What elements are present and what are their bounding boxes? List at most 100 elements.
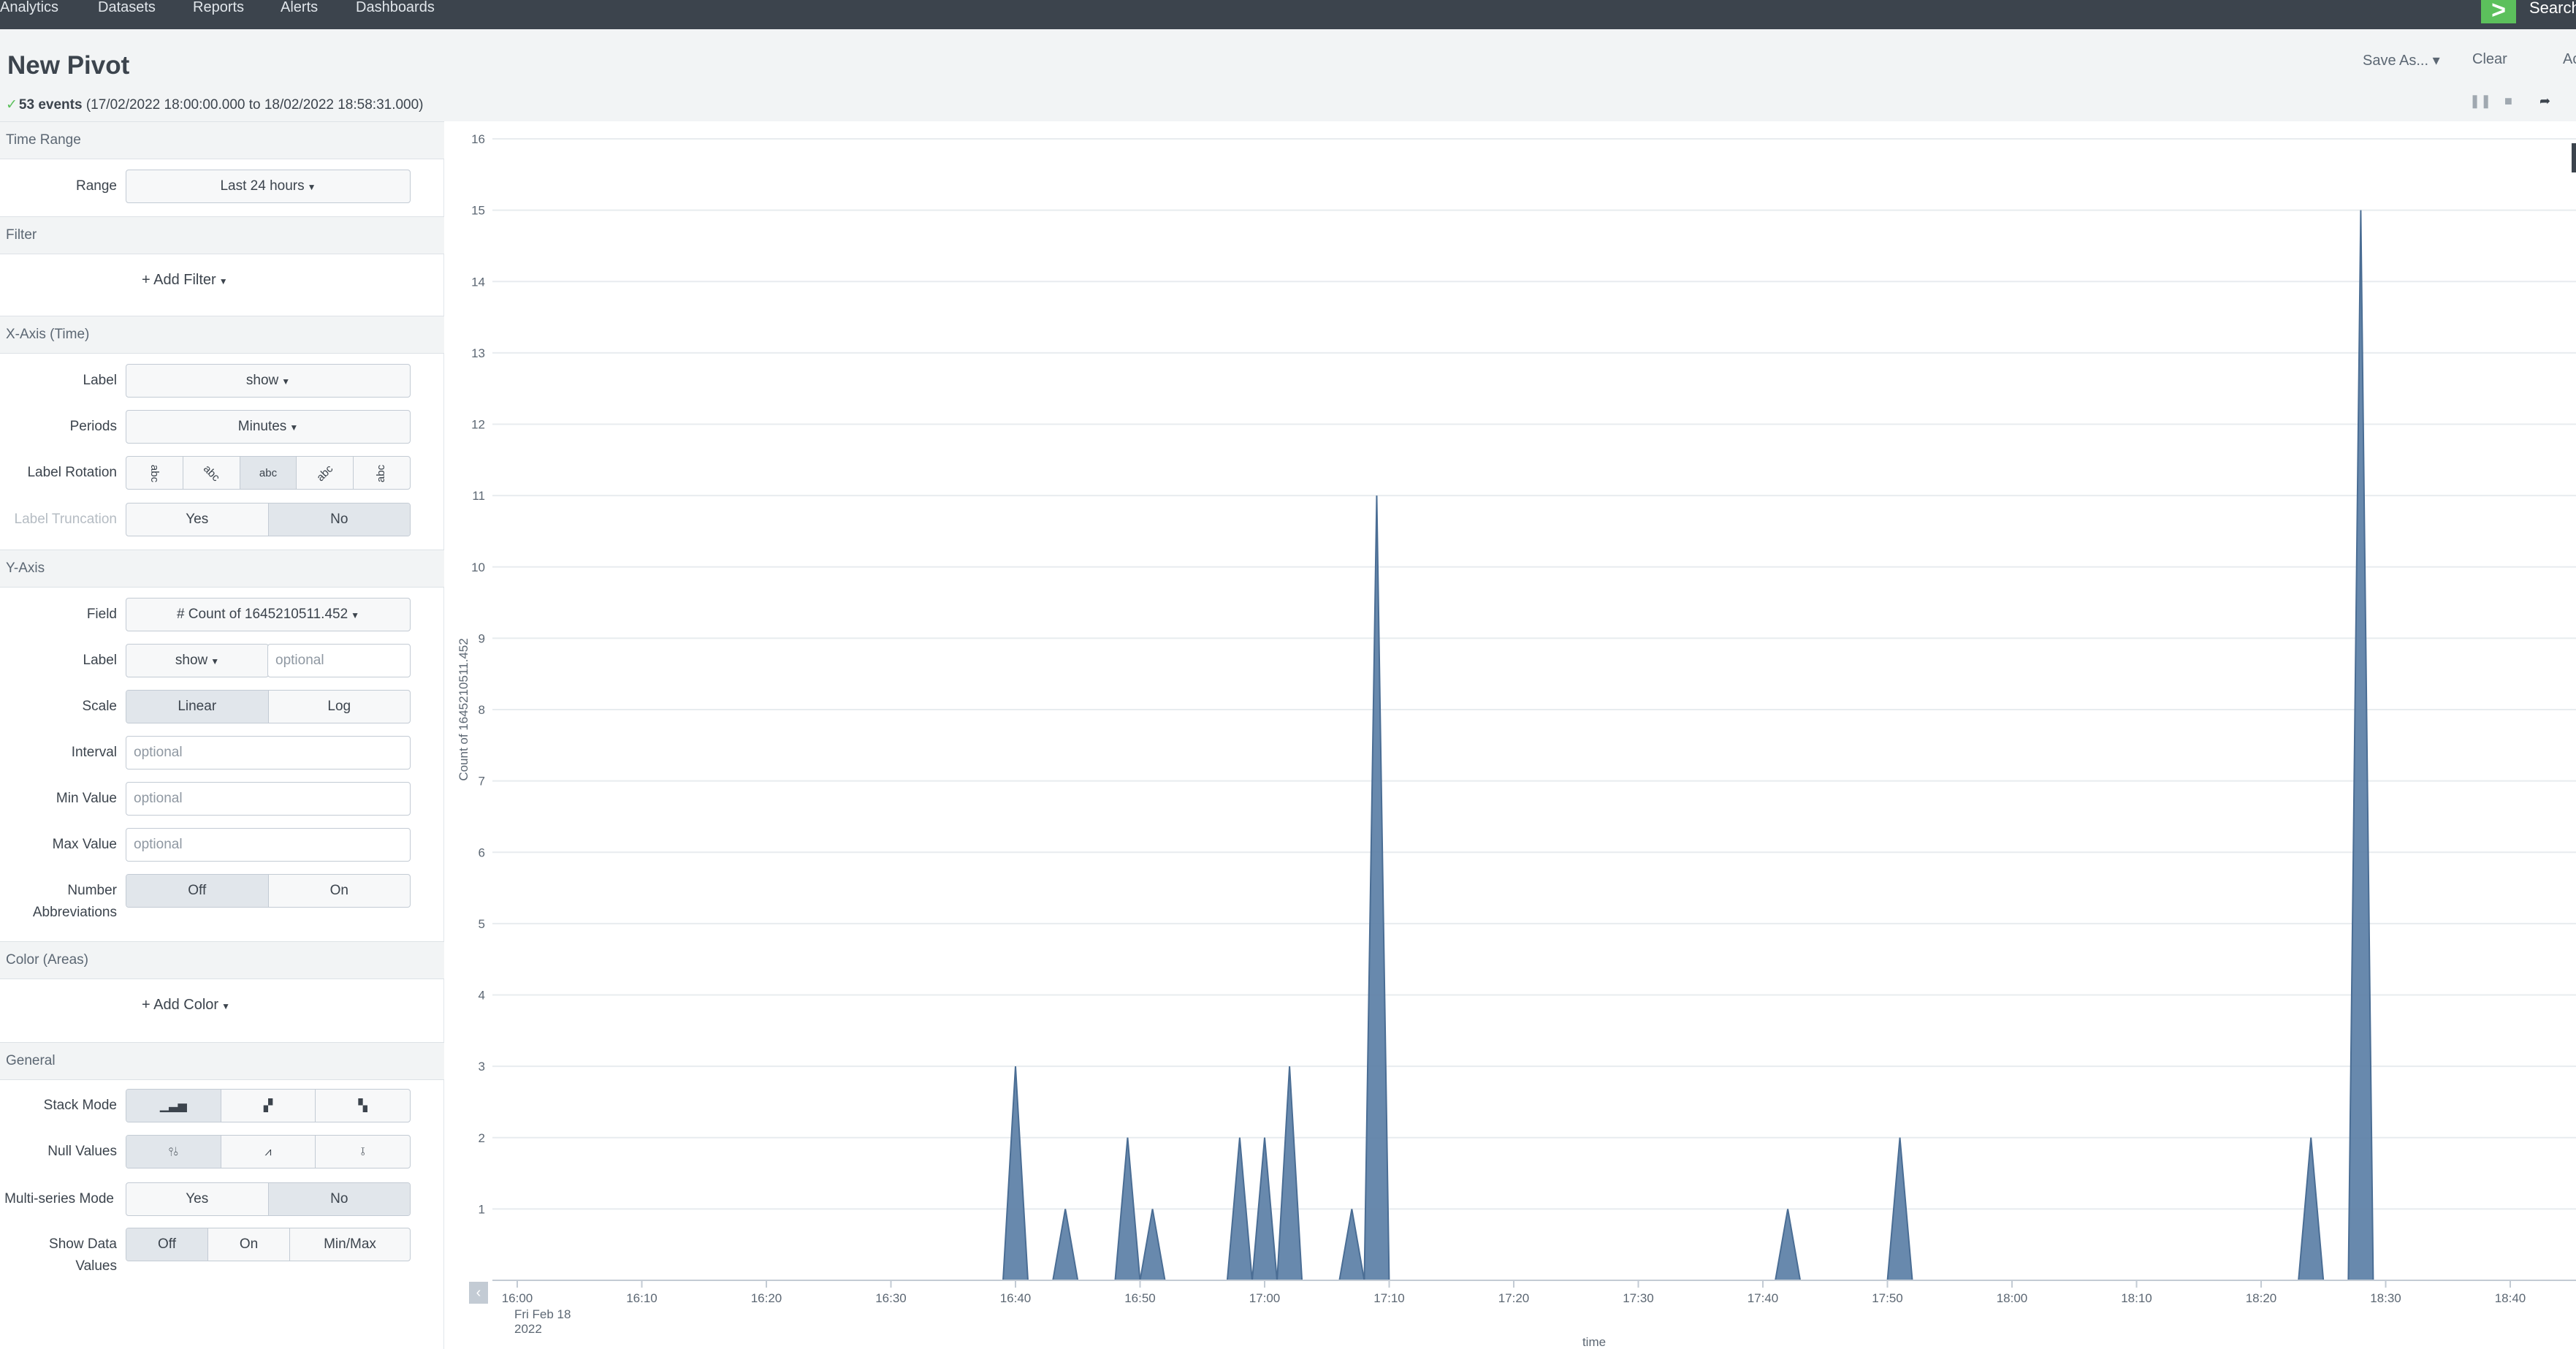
y-tick-label: 14 (471, 275, 485, 289)
stop-icon[interactable]: ■ (2504, 94, 2512, 108)
x-tick-sublabel: 2022 (514, 1322, 542, 1336)
search-app-icon[interactable]: > (2481, 0, 2516, 23)
scale-log[interactable]: Log (327, 699, 351, 714)
add-color-button[interactable]: + Add Color ▼ (142, 997, 230, 1014)
caret-down-icon: ▼ (210, 656, 220, 666)
rotation-option-text: abc (313, 463, 335, 484)
nav-datasets[interactable]: Datasets (98, 0, 156, 15)
multi-series-no[interactable]: No (268, 1183, 410, 1215)
x-tick-label: 16:10 (626, 1291, 658, 1305)
add-color-label: + Add Color (142, 997, 219, 1013)
x-tick-label: 16:50 (1124, 1291, 1156, 1305)
gaps-icon[interactable]: ⫯⫰ (126, 1136, 221, 1168)
save-as-button[interactable]: Save As... ▾ (2363, 53, 2440, 69)
stack-mode-group: ▁▃▅ ▞ ▚ (126, 1089, 411, 1122)
periods-dropdown[interactable]: Minutes ▼ (126, 410, 411, 444)
abbrev-label-line2: Abbreviations (32, 905, 117, 920)
x-label-dropdown[interactable]: show ▼ (126, 364, 411, 398)
nav-dashboards[interactable]: Dashboards (356, 0, 435, 15)
connect-icon[interactable]: ⫱ (360, 1146, 365, 1158)
x-tick-label: 17:50 (1872, 1291, 1903, 1305)
multi-series-yes[interactable]: Yes (126, 1183, 269, 1215)
label-rotation-label: Label Rotation (27, 465, 117, 480)
rotation-0[interactable]: abc (240, 457, 297, 489)
area-spike (1338, 1209, 1365, 1281)
show-values-off[interactable]: Off (126, 1228, 208, 1261)
section-y-axis: Y-Axis (0, 550, 444, 588)
zero-icon[interactable]: ⩘ (221, 1136, 316, 1168)
min-value-input[interactable]: optional (126, 782, 411, 816)
area-spike (1139, 1209, 1166, 1281)
pause-icon[interactable]: ❚❚ (2469, 94, 2492, 108)
nav-alerts[interactable]: Alerts (281, 0, 319, 15)
nav-analytics[interactable]: Analytics (0, 0, 59, 15)
show-values-label-line1: Show Data (49, 1236, 117, 1252)
rotation-minus-90[interactable]: abc (126, 457, 183, 489)
y-tick-label: 8 (479, 703, 485, 717)
acceleration-button[interactable]: Ac (2563, 51, 2576, 67)
max-value-input[interactable]: optional (126, 828, 411, 862)
abbrev-off[interactable]: Off (126, 875, 269, 907)
x-tick-label: 18:10 (2121, 1291, 2152, 1305)
y-tick-label: 9 (479, 631, 485, 645)
pivot-header: New Pivot Save As... ▾ Clear Ac ✓53 even… (0, 29, 2576, 121)
truncation-no[interactable]: No (268, 503, 410, 536)
scale-linear[interactable]: Linear (126, 691, 269, 723)
caret-down-icon: ▼ (351, 610, 360, 620)
check-icon: ✓ (6, 97, 18, 113)
resize-handle[interactable] (2572, 143, 2576, 172)
range-dropdown[interactable]: Last 24 hours ▼ (126, 170, 411, 203)
periods-value: Minutes (237, 419, 287, 434)
y-tick-label: 5 (479, 917, 485, 931)
abbrev-on[interactable]: On (329, 883, 348, 898)
section-time-range: Time Range (0, 121, 444, 159)
show-values-minmax[interactable]: Min/Max (324, 1236, 376, 1252)
rotation-minus-45[interactable]: abc (183, 457, 240, 489)
field-label: Field (86, 607, 117, 622)
rotation-90[interactable]: abc (354, 457, 410, 489)
max-value-label: Max Value (52, 837, 117, 852)
y-axis-title: Count of 1645210511.452 (457, 638, 470, 780)
rotation-option-text: abc (200, 463, 223, 484)
show-values-on[interactable]: On (208, 1228, 290, 1261)
y-tick-label: 12 (471, 418, 485, 432)
truncation-yes[interactable]: Yes (126, 503, 269, 536)
event-range: (17/02/2022 18:00:00.000 to 18/02/2022 1… (85, 97, 424, 113)
label-rotation-group: abc abc abc abc abc (126, 456, 411, 490)
share-icon[interactable]: ➦ (2539, 94, 2551, 108)
y-label-input[interactable]: optional (267, 644, 411, 677)
y-label-dropdown[interactable]: show ▼ (126, 644, 269, 677)
x-tick-label: 16:40 (1000, 1291, 1032, 1305)
scale-label: Scale (82, 699, 117, 714)
nav-search[interactable]: Search (2529, 0, 2576, 17)
x-tick-label: 17:40 (1748, 1291, 1779, 1305)
interval-input[interactable]: optional (126, 736, 411, 770)
y-tick-label: 6 (479, 846, 485, 859)
pivot-config-panel: Time Range Range Last 24 hours ▼ Filter +… (0, 121, 444, 1349)
x-tick-label: 16:00 (502, 1291, 533, 1305)
clear-button[interactable]: Clear (2472, 51, 2507, 67)
nav-reports[interactable]: Reports (193, 0, 245, 15)
field-dropdown[interactable]: # Count of 1645210511.452 ▼ (126, 598, 411, 631)
stacked-icon[interactable]: ▞ (221, 1090, 316, 1122)
x-tick-sublabel: Fri Feb 18 (514, 1307, 571, 1321)
rotation-45[interactable]: abc (297, 457, 354, 489)
caret-down-icon: ▼ (289, 422, 299, 433)
stacked-bar-icon[interactable]: ▁▃▅ (126, 1090, 221, 1122)
chevron-left-icon[interactable]: ‹ (469, 1282, 488, 1304)
add-filter-button[interactable]: + Add Filter ▼ (142, 272, 228, 289)
x-tick-label: 17:00 (1249, 1291, 1281, 1305)
caret-down-icon: ▼ (281, 376, 291, 387)
x-tick-label: 16:20 (751, 1291, 782, 1305)
show-values-group: Off On Min/Max (126, 1228, 411, 1261)
section-color: Color (Areas) (0, 941, 444, 979)
x-tick-label: 17:30 (1623, 1291, 1654, 1305)
caret-down-icon: ▼ (221, 1001, 230, 1011)
stacked-100-icon[interactable]: ▚ (358, 1100, 367, 1112)
x-tick-label: 16:30 (875, 1291, 907, 1305)
job-status: ✓ 53 events (17/02/2022 18:00:00.000 to 1… (6, 96, 424, 113)
abbrev-label-line1: Number (67, 883, 117, 898)
y-tick-label: 10 (471, 560, 485, 574)
rotation-option-text: abc (259, 467, 278, 479)
